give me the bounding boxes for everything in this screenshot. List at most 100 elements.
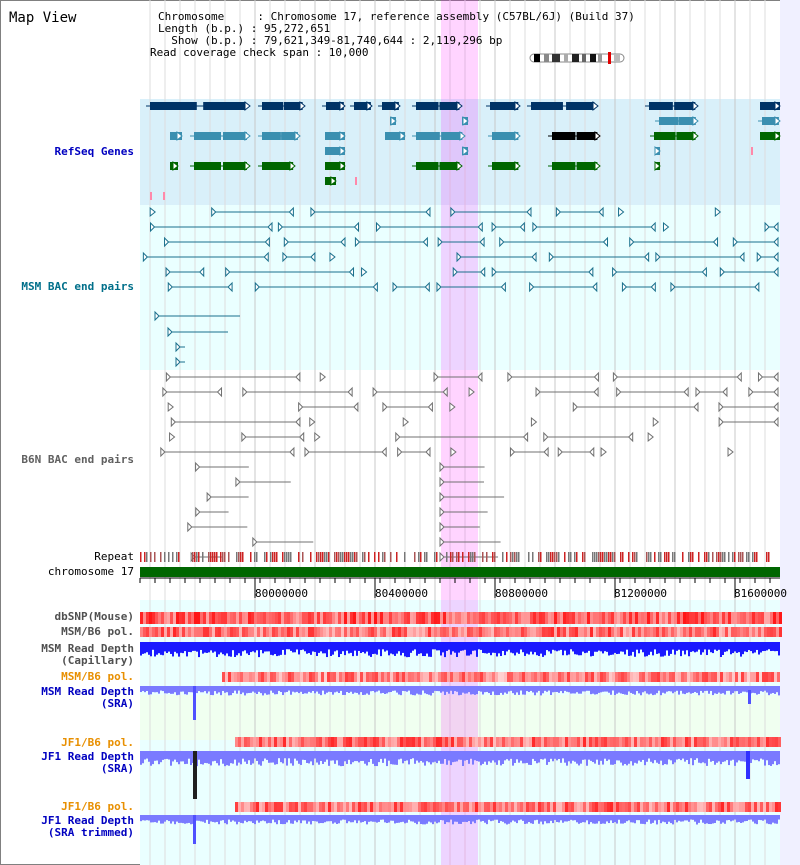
heat-cell	[658, 737, 661, 747]
depth-bar	[558, 642, 560, 651]
heat-cell	[468, 672, 471, 682]
depth-bar	[530, 815, 532, 824]
depth-bar	[428, 751, 430, 763]
repeat-mark	[272, 552, 274, 562]
depth-bar	[256, 686, 258, 695]
heat-cell	[713, 627, 716, 637]
chromosome-ideogram[interactable]	[528, 52, 628, 64]
bac-single-end	[727, 446, 734, 458]
msm-b6-pol-track-label: MSM/B6 pol.	[61, 625, 134, 638]
heat-cell	[596, 627, 599, 637]
heat-cell	[599, 627, 602, 637]
depth-bar	[400, 686, 402, 696]
depth-bar	[472, 751, 474, 765]
axis-tick-1: 80000000	[255, 587, 308, 600]
depth-bar	[282, 686, 284, 696]
depth-bar	[774, 642, 776, 652]
depth-bar	[622, 642, 624, 652]
heat-cell	[451, 737, 454, 747]
bac-end-right	[773, 251, 779, 263]
depth-bar	[716, 686, 718, 694]
depth-bar	[300, 751, 302, 765]
heat-cell	[646, 737, 649, 747]
depth-bar	[374, 642, 376, 654]
depth-bar	[724, 686, 726, 695]
depth-bar	[310, 815, 312, 825]
heat-cell	[654, 672, 657, 682]
depth-bar	[756, 751, 758, 761]
depth-bar	[252, 686, 254, 692]
depth-bar	[484, 686, 486, 693]
depth-bar	[508, 815, 510, 824]
heat-cell	[247, 737, 250, 747]
depth-bar	[252, 815, 254, 824]
depth-bar	[732, 815, 734, 821]
heat-cell	[302, 612, 305, 624]
bac-end-left	[395, 431, 401, 443]
gene-strand-arrow	[294, 130, 301, 142]
heat-cell	[610, 802, 613, 812]
depth-bar	[676, 642, 678, 651]
depth-bar	[256, 751, 258, 761]
heat-cell	[146, 627, 149, 637]
depth-bar	[670, 815, 672, 824]
heat-cell	[625, 737, 628, 747]
depth-bar	[734, 751, 736, 766]
depth-bar	[364, 751, 366, 764]
depth-bar	[472, 815, 474, 822]
depth-bar	[160, 815, 162, 824]
depth-bar	[730, 751, 732, 761]
heat-cell	[290, 612, 293, 624]
heat-cell	[593, 627, 596, 637]
repeat-mark	[672, 552, 674, 562]
depth-bar	[476, 642, 478, 657]
heat-cell	[765, 672, 768, 682]
bac-end-left	[509, 446, 516, 458]
gene-exon	[566, 102, 595, 110]
heat-cell	[760, 802, 763, 812]
repeat-mark	[582, 552, 584, 562]
heat-cell	[416, 627, 419, 637]
heat-cell	[528, 672, 531, 682]
depth-bar	[304, 815, 306, 821]
depth-bar	[284, 642, 286, 655]
heat-cell	[407, 627, 410, 637]
depth-bar	[602, 642, 604, 654]
heat-cell	[779, 627, 782, 637]
depth-bar	[648, 642, 650, 655]
depth-bar	[496, 642, 498, 657]
heat-cell	[535, 802, 538, 812]
bac-end-right	[288, 206, 294, 218]
heat-cell	[595, 737, 598, 747]
depth-bar	[162, 642, 164, 656]
depth-bar	[254, 686, 256, 693]
heat-cell	[570, 672, 573, 682]
heat-cell	[333, 672, 336, 682]
depth-bar	[312, 751, 314, 766]
depth-bar	[720, 642, 722, 657]
axis-tick-2: 80400000	[375, 587, 428, 600]
heat-cell	[146, 612, 149, 624]
gene-exon	[654, 132, 676, 140]
repeat-mark	[418, 552, 420, 562]
depth-bar	[238, 815, 240, 822]
depth-bar	[308, 815, 310, 822]
depth-bar	[310, 642, 312, 655]
bac-end-left	[304, 446, 310, 458]
repeat-mark	[290, 552, 292, 562]
depth-bar	[258, 642, 260, 658]
depth-bar	[552, 815, 554, 824]
heat-cell	[332, 612, 335, 624]
heat-cell	[301, 737, 304, 747]
heat-cell	[376, 802, 379, 812]
heat-cell	[726, 672, 729, 682]
depth-bar	[348, 815, 350, 822]
heat-cell	[598, 737, 601, 747]
heat-cell	[643, 802, 646, 812]
depth-bar	[312, 642, 314, 652]
depth-bar	[336, 686, 338, 692]
gene-exon	[325, 162, 345, 170]
bac-end-right	[543, 446, 549, 458]
bac-end-right	[263, 251, 269, 263]
